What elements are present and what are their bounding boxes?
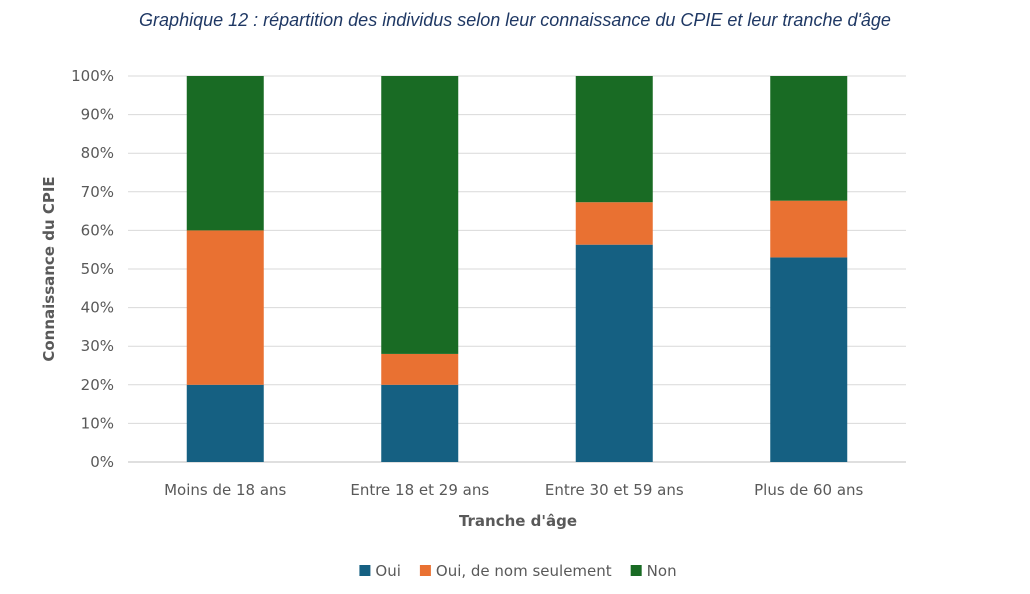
- bar-segment: [575, 76, 653, 203]
- y-tick-label: 40%: [81, 299, 114, 317]
- bar-segment: [186, 384, 264, 462]
- legend-label: Oui, de nom seulement: [436, 562, 612, 580]
- bar-segment: [770, 76, 848, 201]
- chart-title: Graphique 12 : répartition des individus…: [139, 10, 891, 30]
- y-tick-label: 90%: [81, 106, 114, 124]
- legend: Oui Oui, de nom seulement Non: [359, 562, 677, 580]
- legend-swatch: [419, 565, 431, 576]
- y-axis-title: Connaissance du CPIE: [40, 176, 58, 361]
- bar-segment: [381, 353, 459, 385]
- y-tick-label: 70%: [81, 183, 114, 201]
- x-category-label: Moins de 18 ans: [164, 481, 286, 499]
- bar-segment: [186, 76, 264, 231]
- bar-segment: [575, 202, 653, 245]
- x-category-label: Plus de 60 ans: [754, 481, 863, 499]
- bars: [186, 76, 848, 462]
- legend-swatch: [630, 565, 642, 576]
- bar-segment: [186, 230, 264, 385]
- x-category-label: Entre 30 et 59 ans: [545, 481, 684, 499]
- y-tick-label: 20%: [81, 376, 114, 394]
- y-tick-label: 60%: [81, 221, 114, 239]
- y-axis-ticks: 0% 10% 20% 30% 40% 50% 60% 70% 80% 90% 100%: [71, 67, 114, 471]
- bar-segment: [575, 244, 653, 462]
- legend-swatch: [359, 565, 371, 576]
- x-axis-title: Tranche d'âge: [459, 512, 577, 530]
- y-tick-label: 10%: [81, 414, 114, 432]
- legend-item: Non: [630, 562, 677, 580]
- y-tick-label: 30%: [81, 337, 114, 355]
- x-axis-categories: Moins de 18 ans Entre 18 et 29 ans Entre 3…: [164, 481, 863, 499]
- y-tick-label: 50%: [81, 260, 114, 278]
- legend-label: Oui: [375, 562, 400, 580]
- bar-segment: [381, 76, 459, 354]
- legend-item: Oui, de nom seulement: [419, 562, 612, 580]
- y-tick-label: 100%: [71, 67, 114, 85]
- x-category-label: Entre 18 et 29 ans: [350, 481, 489, 499]
- legend-item: Oui: [359, 562, 401, 580]
- legend-label: Non: [647, 562, 677, 580]
- bar-segment: [381, 384, 459, 462]
- y-tick-label: 80%: [81, 144, 114, 162]
- bar-segment: [770, 257, 848, 462]
- y-tick-label: 0%: [90, 453, 114, 471]
- bar-segment: [770, 200, 848, 258]
